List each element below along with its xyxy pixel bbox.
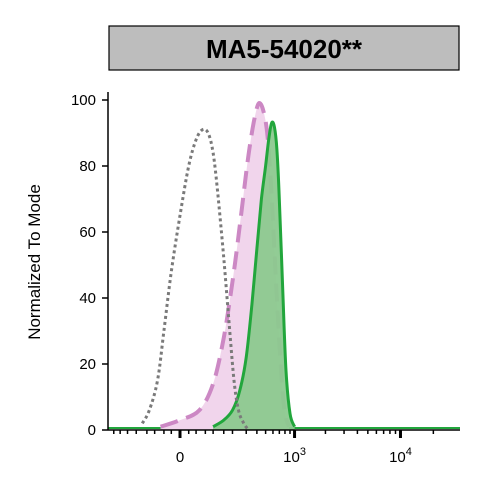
y-tick-label: 60 <box>79 224 96 241</box>
x-tick-label: 103 <box>283 446 306 466</box>
x-tick-base: 10 <box>283 449 300 466</box>
chart-title: MA5-54020** <box>206 34 363 64</box>
y-axis-label: Normalized To Mode <box>25 184 44 340</box>
series-2-line <box>212 120 297 428</box>
x-tick-base: 10 <box>389 449 406 466</box>
y-ticks: 0 20 40 60 80 100 <box>71 92 108 439</box>
title-banner <box>108 25 460 71</box>
y-tick-label: 0 <box>88 422 96 439</box>
x-tick-exponent: 3 <box>300 446 306 458</box>
x-ticks: 0 103 104 <box>113 430 435 466</box>
series-2-area <box>213 122 295 430</box>
x-tick-label: 0 <box>176 449 184 466</box>
series-0-line <box>140 127 250 431</box>
y-tick-label: 80 <box>79 158 96 175</box>
y-tick-label: 20 <box>79 356 96 373</box>
x-tick-exponent: 4 <box>406 446 412 458</box>
y-tick-label: 100 <box>71 92 96 109</box>
series-layer <box>108 101 460 431</box>
x-tick-label: 104 <box>389 446 412 466</box>
x-tick-base: 0 <box>176 449 184 466</box>
y-tick-label: 40 <box>79 290 96 307</box>
